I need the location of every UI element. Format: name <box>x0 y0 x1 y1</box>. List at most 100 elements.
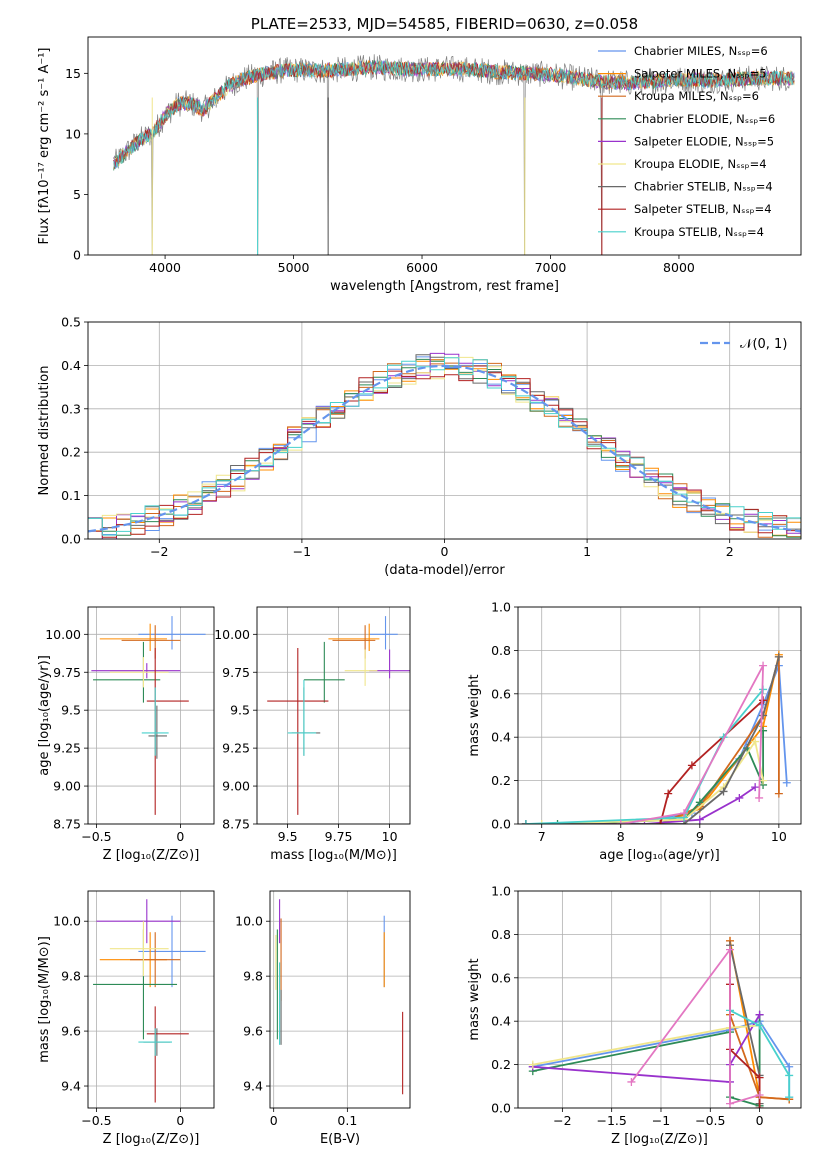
y-tick-label: 10.0 <box>235 914 263 929</box>
y-tick-label: 0.2 <box>491 773 511 788</box>
x-tick-label: 0 <box>270 1113 278 1128</box>
errorbar-point <box>146 1006 189 1103</box>
panel-spectrum <box>113 54 795 255</box>
x-axis-label: wavelength [Angstrom, rest frame] <box>330 279 559 294</box>
x-tick-label: −0.5 <box>695 1113 725 1128</box>
x-tick-label: 8000 <box>663 260 695 275</box>
axes-frame <box>87 890 215 1109</box>
y-tick-label: 0.1 <box>61 488 81 503</box>
x-tick-label: 9.5 <box>278 829 298 844</box>
panel-massweight-vs-age <box>518 606 801 825</box>
weight-marker <box>782 778 791 787</box>
x-axis-label: E(B-V) <box>320 1132 360 1147</box>
weight-marker <box>785 1093 794 1102</box>
legend-entry: 𝒩(0, 1) <box>740 337 787 352</box>
model-spectrum-8 <box>113 59 795 170</box>
legend-entry: Chabrier ELODIE, Nₛₛₚ=6 <box>634 112 775 126</box>
axes-mass-vs-ebv: 0 0.1 9.4 9.6 9.8 10.0 E(B-V) <box>235 890 411 1147</box>
panel-mass-vs-Z <box>88 891 214 1108</box>
y-tick-label: 5 <box>73 187 81 202</box>
errorbar-point <box>287 679 317 756</box>
y-axis-label: mass weight <box>467 958 482 1040</box>
x-tick-label: 8 <box>617 829 625 844</box>
grid-lines <box>88 607 214 825</box>
y-tick-label: 9.75 <box>53 665 81 680</box>
axes-massweight-vs-Z: −2 −1.5 −1 −0.5 0 0.0 0.2 0.4 0.6 0.8 1.0 Z [log₁₀(… <box>467 884 802 1147</box>
y-tick-label: 9.00 <box>53 779 81 794</box>
x-tick-label: −0.5 <box>81 1113 111 1128</box>
y-tick-label: 15 <box>65 66 81 81</box>
x-tick-label: 4000 <box>149 260 181 275</box>
errorbar-point <box>291 687 321 756</box>
y-tick-label: 9.00 <box>222 779 250 794</box>
y-tick-label: 0.4 <box>61 358 81 373</box>
weight-marker <box>755 1073 764 1082</box>
weight-marker <box>695 815 704 824</box>
x-tick-label: 0 <box>176 1113 184 1128</box>
y-axis-label: mass weight <box>467 674 482 756</box>
y-tick-label: 9.75 <box>222 665 250 680</box>
x-tick-label: 0 <box>176 829 184 844</box>
errorbars <box>267 616 410 815</box>
y-tick-label: 0.2 <box>61 445 81 460</box>
weight-marker <box>553 820 562 824</box>
errorbar-point <box>267 647 329 815</box>
errorbar-point <box>141 687 169 756</box>
y-tick-label: 9.6 <box>243 1024 263 1039</box>
weight-marker <box>759 696 768 705</box>
weight-lines <box>521 650 791 824</box>
legend-entry: Chabrier STELIB, Nₛₛₚ=4 <box>634 180 773 194</box>
errorbar-point <box>96 899 181 944</box>
y-tick-label: 9.25 <box>222 741 250 756</box>
y-tick-label: 0.8 <box>491 643 511 658</box>
weight-marker <box>755 1104 764 1108</box>
weight-line-6 <box>525 656 780 824</box>
y-tick-label: 0.4 <box>491 1014 511 1029</box>
weight-marker <box>751 737 760 746</box>
y-axis-label: Flux [fλ10⁻¹⁷ erg cm⁻² s⁻¹ A⁻¹] <box>37 48 52 245</box>
weight-marker <box>774 652 783 661</box>
axes-frame <box>517 606 802 825</box>
errorbar-point <box>369 649 410 679</box>
x-tick-label: 10 <box>771 829 787 844</box>
y-tick-label: 9.8 <box>61 969 81 984</box>
y-tick-label: 0.4 <box>491 730 511 745</box>
errorbars <box>91 616 206 815</box>
weight-marker <box>521 820 530 824</box>
x-axis-label: age [log₁₀(age/yr)] <box>599 848 720 863</box>
panel-mass-vs-ebv <box>270 891 410 1108</box>
y-tick-label: 0.2 <box>491 1057 511 1072</box>
x-tick-label: 0 <box>441 544 449 559</box>
y-tick-label: 0.0 <box>491 817 511 832</box>
x-tick-label: −1 <box>652 1113 670 1128</box>
weight-marker <box>759 711 768 720</box>
axes-residuals: −2 −1 0 1 2 0.0 0.1 0.2 0.3 0.4 0.5 (data-model)/er… <box>37 315 802 578</box>
x-tick-label: −1 <box>293 544 311 559</box>
histogram-8 <box>88 357 801 536</box>
errorbar-point <box>109 657 169 688</box>
axes-massweight-vs-age: 7 8 9 10 0.0 0.2 0.4 0.6 0.8 1.0 age [log₁₀(age/yr… <box>467 600 802 863</box>
axes-frame <box>517 890 802 1109</box>
legend-entry: Kroupa MILES, Nₛₛₚ=6 <box>634 89 759 103</box>
x-axis-label: Z [log₁₀(Z/Z⊙)] <box>103 848 200 863</box>
weight-marker <box>735 793 744 802</box>
panel-age-vs-Z <box>88 607 214 825</box>
weight-marker <box>755 1010 764 1019</box>
axes-frame <box>256 606 411 825</box>
grid-lines <box>270 891 410 1108</box>
x-tick-label: 9.75 <box>325 829 353 844</box>
y-tick-label: 0.6 <box>491 686 511 701</box>
x-tick-label: 0 <box>756 1113 764 1128</box>
legend-entry: Kroupa STELIB, Nₛₛₚ=4 <box>634 225 764 239</box>
axes-frame <box>87 606 215 825</box>
axes-frame <box>87 36 802 256</box>
weight-line-9 <box>630 946 760 1105</box>
x-axis-label: mass [log₁₀(M/M⊙)] <box>270 848 397 863</box>
errorbar-point <box>91 663 181 679</box>
x-tick-label: −2 <box>553 1113 571 1128</box>
errorbar-point <box>138 915 206 988</box>
x-axis-label: Z [log₁₀(Z/Z⊙)] <box>611 1132 708 1147</box>
y-tick-label: 9.4 <box>243 1079 263 1094</box>
weight-marker <box>680 809 689 818</box>
